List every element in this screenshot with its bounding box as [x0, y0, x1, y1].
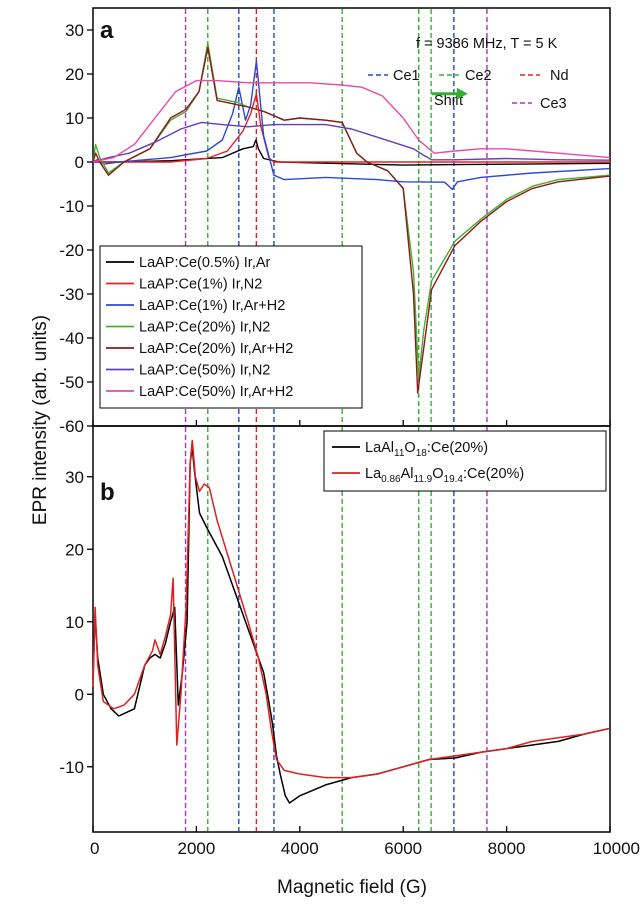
panel-b-letter: b — [100, 479, 115, 506]
legend-1-mid: O — [404, 440, 415, 456]
legend-2-mid2: O — [432, 466, 443, 482]
panel-a-legend-label-0: LaAP:Ce(0.5%) Ir,Ar — [139, 255, 271, 271]
legend-2-tail: :Ce(20%) — [463, 466, 524, 482]
x-axis-title: Magnetic field (G) — [277, 877, 427, 898]
panel-a-legend-label-3: LaAP:Ce(20%) Ir,N2 — [139, 320, 270, 336]
shift-arrow-head — [456, 87, 468, 100]
ref-legend-ce1-label: Ce1 — [393, 68, 420, 84]
ref-legend-ce3-label: Ce3 — [540, 96, 567, 112]
legend-2-sub1: 0.86 — [381, 474, 401, 485]
panel-a-series — [92, 42, 611, 394]
panel-a-legend-label-6: LaAP:Ce(50%) Ir,Ar+H2 — [139, 384, 293, 400]
panel-b-series — [92, 439, 611, 804]
panel-a-series-line-4 — [92, 46, 611, 394]
legend-1-sub1: 11 — [394, 448, 405, 459]
panel-a-y-tick-label-9: 30 — [65, 21, 84, 40]
panel-a-annotation: f = 9386 MHz, T = 5 K — [416, 36, 558, 52]
panel-b-series-line-1 — [92, 439, 611, 779]
panel-b-y-ticks: -10 0 10 20 30 — [59, 468, 93, 777]
panel-b-y-tick-label-3: 20 — [65, 540, 84, 559]
legend-2-mid: Al — [401, 466, 414, 482]
panel-b-x-tick-label-2: 4000 — [281, 839, 319, 858]
panel-a-legend-label-5: LaAP:Ce(50%) Ir,N2 — [139, 363, 270, 379]
ref-legend-nd-label: Nd — [550, 68, 569, 84]
panel-b-legend-label-1: LaAl11O18:Ce(20%) — [365, 440, 488, 459]
shift-label: Shift — [434, 93, 463, 109]
panel-b-frame — [92, 425, 611, 833]
panel-b-x-tick-label-4: 8000 — [488, 839, 526, 858]
panel-b-y-tick-label-2: 10 — [65, 613, 84, 632]
panel-b-x-tick-label-3: 6000 — [384, 839, 422, 858]
panel-b-y-tick-label-1: 0 — [75, 685, 84, 704]
panel-a-y-tick-label-4: -20 — [59, 241, 84, 260]
panel-a-y-tick-label-7: 10 — [65, 109, 84, 128]
panel-b-legend-label-2: La0.86Al11.9O19.4:Ce(20%) — [365, 466, 524, 485]
panel-b-x-ticks: 0 2000 4000 6000 8000 10000 — [90, 826, 640, 858]
shift-arrow — [431, 87, 468, 100]
panel-a-series-line-2 — [92, 60, 611, 191]
panel-a-legend-label-2: LaAP:Ce(1%) Ir,Ar+H2 — [139, 298, 285, 314]
panel-b-series-line-0 — [92, 447, 611, 804]
panel-a-y-tick-label-0: -60 — [59, 417, 84, 436]
y-axis-title: EPR intensity (arb. units) — [30, 315, 51, 525]
ref-legend-ce2-label: Ce2 — [465, 68, 492, 84]
legend-1-tail: :Ce(20%) — [427, 440, 488, 456]
panel-a-legend-items: LaAP:Ce(0.5%) Ir,Ar LaAP:Ce(1%) Ir,N2 LaAP… — [106, 255, 293, 400]
panel-b-x-tick-label-0: 0 — [90, 839, 99, 858]
panel-a-x-ticks — [92, 420, 611, 426]
panel-b-x-tick-label-5: 10000 — [593, 839, 640, 858]
legend-1-sub2: 18 — [416, 448, 428, 459]
panel-b-x-tick-label-1: 2000 — [177, 839, 215, 858]
panel-b-y-tick-label-0: -10 — [59, 758, 84, 777]
panel-b-reference-lines — [184, 427, 488, 831]
legend-2-sub3: 19.4 — [444, 474, 464, 485]
panel-a-series-line-6 — [92, 79, 611, 163]
panel-a-legend-label-4: LaAP:Ce(20%) Ir,Ar+H2 — [139, 341, 293, 357]
legend-2-base: La — [365, 466, 382, 482]
panel-a-y-tick-label-6: 0 — [75, 153, 84, 172]
panel-a: -60 -50 -40 -30 -20 -10 0 10 20 30 a f = 9386 MHz… — [59, 7, 611, 436]
panel-a-y-tick-label-1: -50 — [59, 373, 84, 392]
panel-a-legend-label-1: LaAP:Ce(1%) Ir,N2 — [139, 277, 262, 293]
panel-a-series-line-1 — [93, 93, 610, 163]
panel-b-y-tick-label-4: 30 — [65, 468, 84, 487]
panel-a-y-tick-label-5: -10 — [59, 197, 84, 216]
legend-1-base: LaAl — [365, 440, 394, 456]
panel-a-series-line-5 — [92, 121, 611, 163]
panel-a-legend: LaAP:Ce(0.5%) Ir,Ar LaAP:Ce(1%) Ir,N2 LaAP… — [99, 245, 363, 409]
panel-a-y-tick-label-3: -30 — [59, 285, 84, 304]
panel-a-legend-box — [99, 245, 363, 409]
panel-a-letter: a — [100, 17, 114, 44]
legend-2-sub2: 11.9 — [414, 474, 433, 485]
panel-a-y-ticks: -60 -50 -40 -30 -20 -10 0 10 20 30 — [59, 21, 93, 436]
panel-a-y-tick-label-2: -40 — [59, 329, 84, 348]
panel-a-y-tick-label-8: 20 — [65, 65, 84, 84]
reference-line-legend: Ce1 Ce2 Nd Ce3 Shift — [368, 68, 569, 112]
panel-b-legend-box — [323, 430, 607, 492]
panel-b-legend: LaAl11O18:Ce(20%) La0.86Al11.9O19.4:Ce(2… — [323, 430, 607, 492]
